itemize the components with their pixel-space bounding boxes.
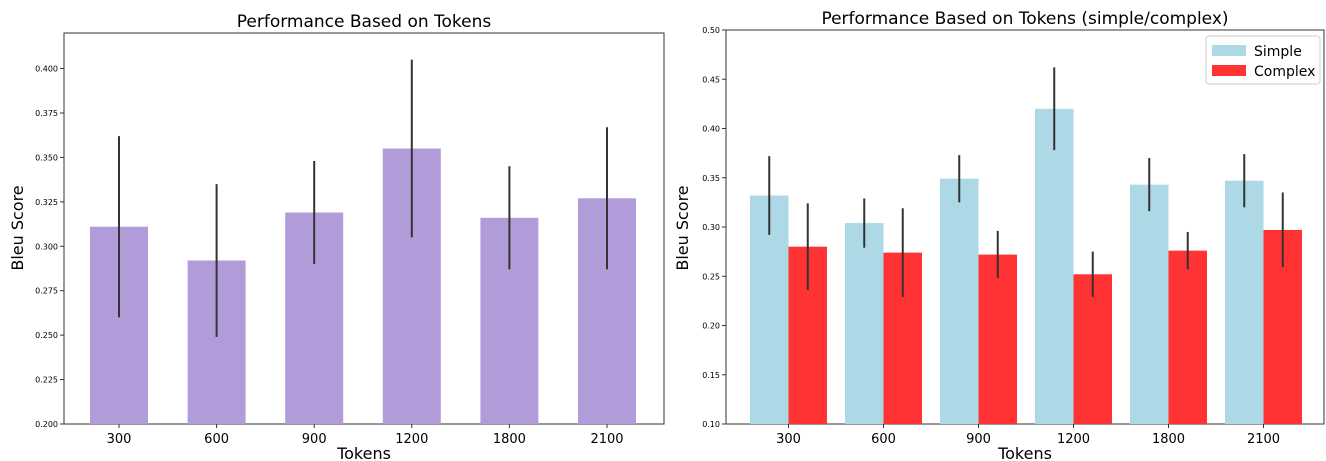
bar bbox=[1073, 274, 1112, 424]
bar bbox=[845, 223, 884, 424]
y-tick-label: 0.350 bbox=[35, 153, 58, 162]
axes-frame bbox=[63, 32, 665, 425]
chart-right: Performance Based on Tokens (simple/comp… bbox=[673, 9, 1325, 461]
x-tick-label: 600 bbox=[204, 432, 229, 447]
legend-swatch bbox=[1212, 65, 1246, 76]
legend-swatch bbox=[1212, 45, 1246, 56]
bar bbox=[1130, 184, 1169, 424]
x-tick-label: 900 bbox=[966, 432, 991, 447]
chart-left: Performance Based on Tokens Tokens Bleu … bbox=[8, 12, 665, 461]
x-tick-label: 300 bbox=[776, 432, 801, 447]
chart-title: Performance Based on Tokens bbox=[237, 12, 492, 32]
x-tick-label: 1200 bbox=[1057, 432, 1090, 447]
chart-title: Performance Based on Tokens (simple/comp… bbox=[821, 9, 1228, 29]
y-tick-label: 0.400 bbox=[35, 65, 58, 74]
y-tick-label: 0.325 bbox=[35, 198, 58, 207]
x-tick-label: 1200 bbox=[395, 432, 428, 447]
y-axis-label: Bleu Score bbox=[8, 185, 27, 270]
x-tick-label: 900 bbox=[302, 432, 327, 447]
x-tick-label: 1800 bbox=[493, 432, 526, 447]
y-tick-label: 0.300 bbox=[35, 242, 58, 251]
x-tick-label: 600 bbox=[871, 432, 896, 447]
plot-area: 0.10 0.15 0.20 0.25 0.30 0.35 0.40 0.45 0.50 300 6… bbox=[702, 26, 1325, 447]
bar bbox=[1168, 250, 1207, 424]
legend-label: Complex bbox=[1254, 64, 1315, 80]
y-tick-label: 0.20 bbox=[702, 322, 720, 331]
y-tick-label: 0.15 bbox=[702, 371, 720, 380]
bar bbox=[1035, 108, 1074, 425]
bar bbox=[940, 178, 979, 424]
y-tick-label: 0.275 bbox=[35, 287, 58, 296]
x-tick-label: 2100 bbox=[1247, 432, 1280, 447]
y-axis-label: Bleu Score bbox=[673, 185, 692, 270]
bar bbox=[1225, 180, 1264, 424]
y-tick-label: 0.250 bbox=[35, 331, 58, 340]
y-tick-label: 0.30 bbox=[702, 223, 720, 232]
y-tick-label: 0.375 bbox=[35, 109, 58, 118]
bar bbox=[978, 254, 1017, 424]
x-tick-label: 1800 bbox=[1152, 432, 1185, 447]
x-axis-label: Tokens bbox=[997, 444, 1052, 461]
y-tick-label: 0.200 bbox=[35, 420, 58, 429]
legend: Simple Complex bbox=[1205, 35, 1321, 85]
plot-area: 0.200 0.225 0.250 0.275 0.300 0.325 0.350 0.375… bbox=[35, 32, 665, 447]
x-tick-label: 2100 bbox=[590, 432, 623, 447]
x-axis-label: Tokens bbox=[336, 444, 391, 461]
y-tick-label: 0.45 bbox=[702, 75, 720, 84]
y-tick-label: 0.35 bbox=[702, 174, 720, 183]
y-tick-label: 0.50 bbox=[702, 26, 720, 35]
y-tick-label: 0.225 bbox=[35, 376, 58, 385]
y-tick-label: 0.40 bbox=[702, 125, 720, 134]
legend-label: Simple bbox=[1254, 44, 1302, 60]
x-tick-label: 300 bbox=[107, 432, 132, 447]
y-tick-label: 0.25 bbox=[702, 272, 720, 281]
y-tick-label: 0.10 bbox=[702, 420, 720, 429]
